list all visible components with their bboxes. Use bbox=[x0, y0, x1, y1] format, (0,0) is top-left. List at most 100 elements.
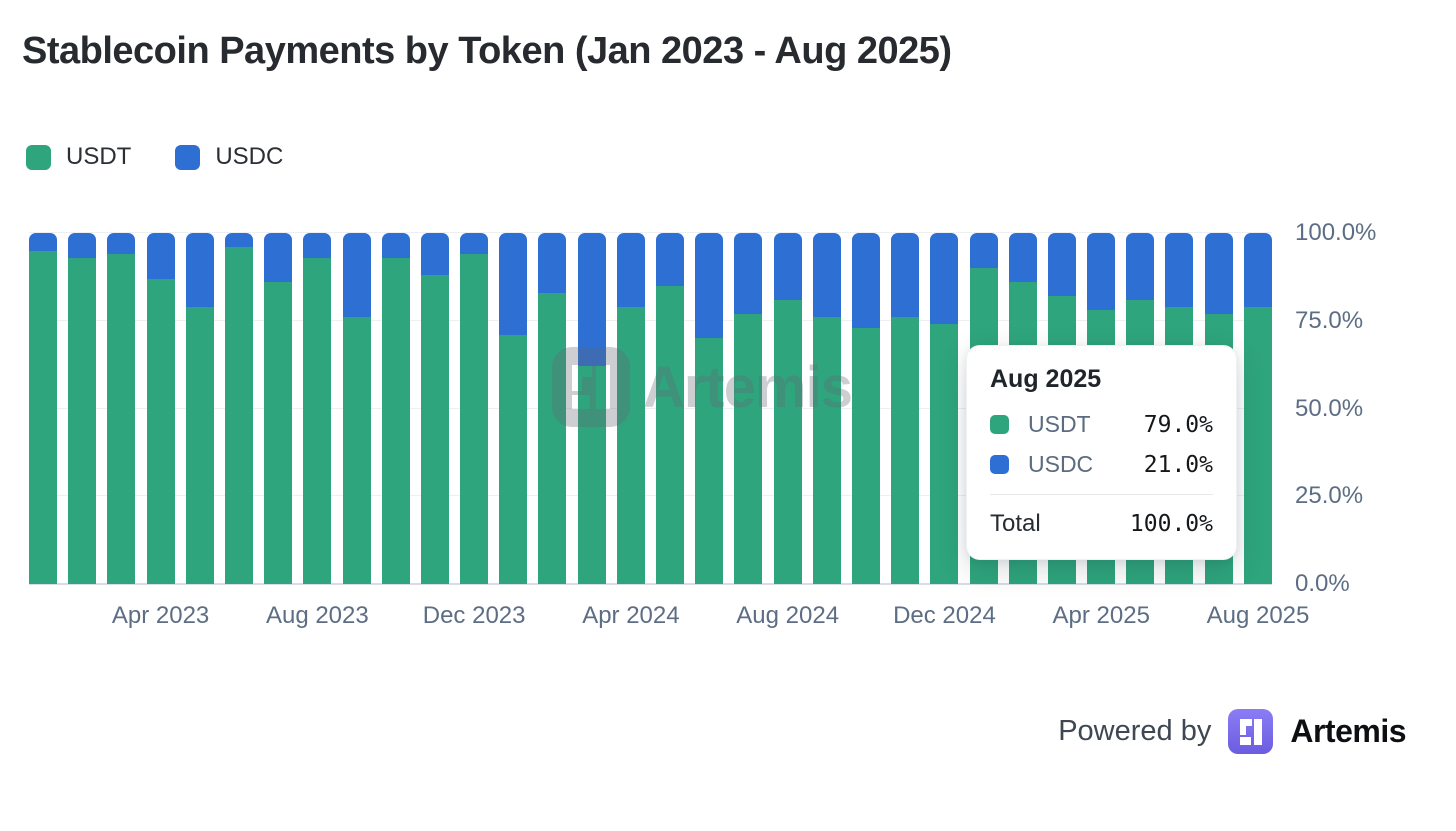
usdt-segment bbox=[107, 254, 136, 584]
x-tick-label: Dec 2023 bbox=[422, 602, 526, 629]
bar-mar-2023[interactable] bbox=[107, 233, 136, 584]
bar-sep-2024[interactable] bbox=[812, 233, 841, 584]
plot-area bbox=[29, 232, 1272, 585]
usdt-segment bbox=[264, 282, 293, 584]
usdc-segment bbox=[1126, 233, 1155, 300]
tooltip-value: 79.0% bbox=[1143, 411, 1213, 438]
x-tick-label: Apr 2024 bbox=[582, 602, 680, 629]
usdc-segment bbox=[538, 233, 567, 293]
usdt-segment bbox=[381, 257, 410, 584]
usdt-segment bbox=[616, 306, 645, 584]
x-tick-label: Aug 2024 bbox=[736, 602, 840, 629]
usdt-segment bbox=[538, 292, 567, 584]
bar-dec-2023[interactable] bbox=[460, 233, 489, 584]
legend-item-usdc[interactable]: USDC bbox=[175, 143, 283, 171]
tooltip-value: 21.0% bbox=[1143, 451, 1213, 478]
usdc-segment bbox=[1008, 233, 1037, 283]
bar-jun-2023[interactable] bbox=[224, 233, 253, 584]
y-tick-label: 25.0% bbox=[1295, 482, 1364, 510]
powered-by-artemis-link[interactable]: Powered by Artemis bbox=[1058, 709, 1406, 754]
usdc-segment bbox=[656, 233, 684, 286]
tooltip-row-usdt: USDT 79.0% bbox=[990, 411, 1213, 438]
bar-jun-2024[interactable] bbox=[695, 233, 724, 584]
usdc-segment bbox=[1165, 233, 1194, 307]
bar-oct-2024[interactable] bbox=[851, 233, 880, 584]
bar-nov-2024[interactable] bbox=[891, 233, 920, 584]
usdc-segment bbox=[107, 233, 136, 255]
usdc-segment bbox=[381, 233, 410, 258]
y-tick-label: 0.0% bbox=[1295, 570, 1350, 597]
bar-dec-2024[interactable] bbox=[930, 233, 959, 584]
usdc-segment bbox=[420, 233, 449, 276]
tooltip-divider bbox=[990, 494, 1213, 495]
x-tick-label: Aug 2023 bbox=[265, 602, 369, 629]
usdt-segment bbox=[851, 327, 880, 584]
usdt-segment bbox=[656, 285, 684, 584]
bar-nov-2023[interactable] bbox=[420, 233, 449, 584]
usdc-segment bbox=[616, 233, 645, 307]
usdc-segment bbox=[29, 233, 57, 251]
bar-jul-2024[interactable] bbox=[734, 233, 763, 584]
bar-may-2023[interactable] bbox=[185, 233, 214, 584]
tooltip-total-value: 100.0% bbox=[1129, 511, 1213, 537]
usdc-segment bbox=[812, 233, 841, 318]
bar-aug-2025[interactable] bbox=[1243, 233, 1272, 584]
gridline-0 bbox=[29, 583, 1272, 585]
usdc-swatch-icon bbox=[990, 455, 1009, 474]
usdc-segment bbox=[969, 233, 998, 269]
y-axis: 100.0% 75.0% 50.0% 25.0% 0.0% bbox=[1295, 219, 1415, 597]
powered-by-label: Powered by bbox=[1058, 715, 1212, 747]
usdc-segment bbox=[695, 233, 724, 339]
tooltip-title: Aug 2025 bbox=[990, 365, 1102, 393]
y-tick-label: 100.0% bbox=[1295, 219, 1377, 246]
artemis-brand-text: Artemis bbox=[1290, 713, 1406, 749]
usdt-segment bbox=[812, 317, 841, 584]
usdc-segment bbox=[891, 233, 920, 318]
bar-oct-2023[interactable] bbox=[381, 233, 410, 584]
bar-sep-2023[interactable] bbox=[342, 233, 371, 584]
bar-mar-2024[interactable] bbox=[577, 233, 606, 584]
usdt-segment bbox=[303, 257, 332, 584]
legend-item-usdt[interactable]: USDT bbox=[26, 143, 131, 171]
legend: USDT USDC bbox=[26, 143, 283, 171]
usdt-segment bbox=[185, 306, 214, 584]
usdc-segment bbox=[303, 233, 332, 258]
tooltip-label: USDC bbox=[1028, 451, 1094, 477]
usdc-segment bbox=[1204, 233, 1233, 314]
usdt-segment bbox=[773, 299, 802, 584]
usdt-segment bbox=[1243, 306, 1272, 584]
y-tick-label: 50.0% bbox=[1295, 394, 1364, 422]
gridline-25 bbox=[29, 495, 1272, 497]
x-axis: Apr 2023 Aug 2023 Dec 2023 Apr 2024 Aug 2024… bbox=[29, 602, 1310, 636]
usdc-segment bbox=[224, 233, 253, 248]
usdc-segment bbox=[1047, 233, 1076, 297]
bar-feb-2023[interactable] bbox=[68, 233, 97, 584]
tooltip-row-usdc: USDC 21.0% bbox=[990, 451, 1213, 478]
usdt-segment bbox=[146, 278, 175, 584]
x-tick-label: Apr 2023 bbox=[111, 602, 210, 629]
bar-feb-2024[interactable] bbox=[538, 233, 567, 584]
bar-jan-2023[interactable] bbox=[29, 233, 57, 584]
bar-aug-2023[interactable] bbox=[303, 233, 332, 584]
usdc-segment bbox=[342, 233, 371, 318]
usdt-segment bbox=[930, 324, 959, 584]
usdt-segment bbox=[891, 317, 920, 584]
y-tick-label: 75.0% bbox=[1295, 306, 1364, 334]
bar-may-2024[interactable] bbox=[656, 233, 684, 584]
usdt-segment bbox=[499, 334, 528, 584]
legend-label: USDC bbox=[215, 143, 284, 170]
usdc-segment bbox=[68, 233, 97, 258]
usdc-segment bbox=[1087, 233, 1116, 311]
usdc-segment bbox=[577, 233, 606, 367]
gridline-100 bbox=[29, 232, 1272, 233]
usdc-segment bbox=[930, 233, 959, 325]
bar-jul-2023[interactable] bbox=[264, 233, 293, 584]
bar-apr-2023[interactable] bbox=[146, 233, 175, 584]
usdt-swatch-icon bbox=[990, 415, 1009, 434]
bar-aug-2024[interactable] bbox=[773, 233, 802, 584]
gridline-50 bbox=[29, 407, 1272, 409]
bar-apr-2024[interactable] bbox=[616, 233, 645, 584]
usdt-segment bbox=[734, 313, 763, 584]
bar-jan-2024[interactable] bbox=[499, 233, 528, 584]
